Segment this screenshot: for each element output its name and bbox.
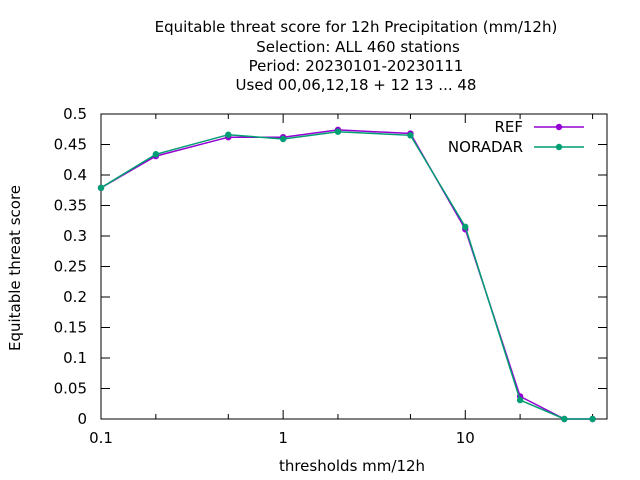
series-noradar bbox=[97, 128, 596, 423]
y-tick-label: 0.3 bbox=[63, 227, 87, 245]
data-point bbox=[334, 128, 342, 135]
series-layer bbox=[97, 126, 596, 423]
y-tick-label: 0.1 bbox=[63, 349, 87, 367]
y-tick-label: 0.15 bbox=[54, 319, 87, 337]
data-point bbox=[516, 396, 524, 404]
series-line bbox=[100, 129, 593, 420]
y-tick-label: 0.05 bbox=[54, 380, 87, 398]
data-point bbox=[279, 135, 287, 143]
y-tick-label: 0.45 bbox=[54, 136, 87, 154]
data-point bbox=[462, 223, 469, 231]
title-line-3: Period: 20230101-20230111 bbox=[249, 57, 464, 75]
plot-frame bbox=[100, 113, 608, 420]
y-tick-label: 0.25 bbox=[54, 258, 87, 276]
data-point bbox=[407, 132, 414, 139]
series-line bbox=[100, 130, 593, 420]
data-point bbox=[225, 131, 232, 138]
data-point bbox=[589, 415, 596, 423]
x-tick-label: 10 bbox=[456, 429, 475, 447]
legend-swatch-marker bbox=[555, 123, 563, 131]
x-tick-label: 0.1 bbox=[89, 429, 113, 447]
title-line-1: Equitable threat score for 12h Precipita… bbox=[155, 18, 558, 36]
y-axis: 0 0.05 0.1 0.15 0.2 0.25 0.3 0.35 0.4 0.45 0.5 bbox=[54, 105, 607, 428]
x-axis-label: thresholds mm/12h bbox=[279, 457, 425, 475]
data-point bbox=[152, 151, 160, 158]
data-point bbox=[97, 184, 105, 192]
title-line-2: Selection: ALL 460 stations bbox=[256, 38, 460, 56]
y-tick-label: 0.2 bbox=[63, 288, 87, 306]
legend: REF NORADAR bbox=[448, 118, 584, 156]
y-tick-label: 0 bbox=[77, 410, 87, 428]
series-ref bbox=[97, 126, 596, 423]
y-tick-label: 0.5 bbox=[63, 105, 87, 123]
y-tick-label: 0.4 bbox=[63, 166, 87, 184]
x-tick-label: 1 bbox=[278, 429, 288, 447]
x-axis: 0.1 1 10 bbox=[89, 114, 594, 447]
y-axis-label: Equitable threat score bbox=[6, 185, 24, 351]
legend-swatch-marker bbox=[555, 143, 563, 151]
legend-item-noradar: NORADAR bbox=[448, 138, 584, 156]
legend-label: NORADAR bbox=[448, 138, 523, 156]
data-point bbox=[561, 415, 568, 423]
legend-label: REF bbox=[494, 118, 523, 136]
y-tick-label: 0.35 bbox=[54, 197, 87, 215]
chart-title: Equitable threat score for 12h Precipita… bbox=[155, 18, 558, 94]
legend-item-ref: REF bbox=[494, 118, 584, 136]
title-line-4: Used 00,06,12,18 + 12 13 ... 48 bbox=[236, 76, 477, 94]
